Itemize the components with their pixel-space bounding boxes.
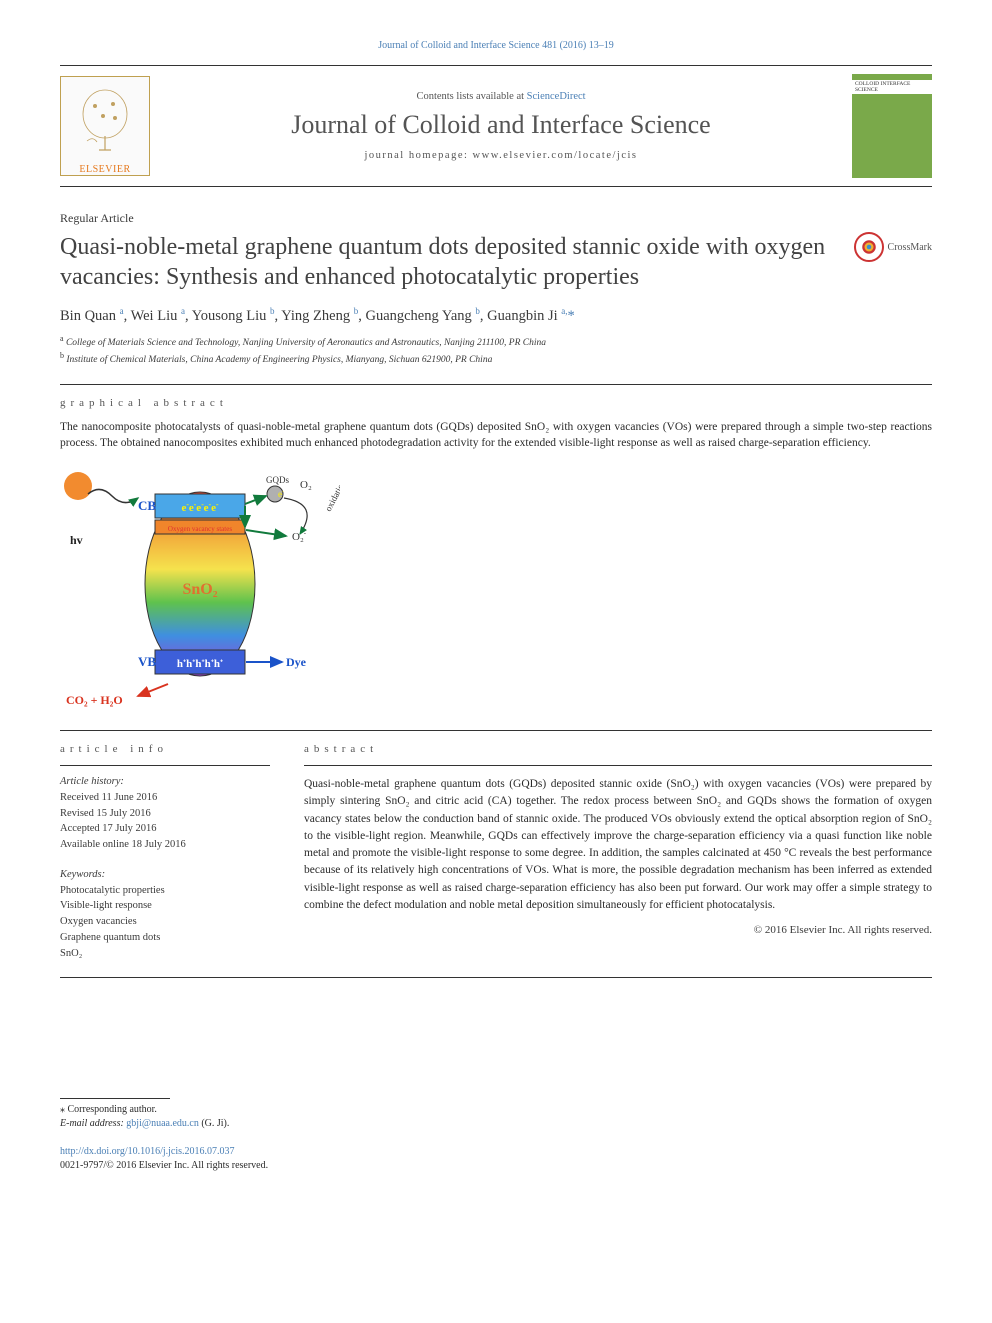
contents-line: Contents lists available at ScienceDirec…	[164, 91, 838, 102]
crossmark-label: CrossMark	[888, 242, 932, 253]
keywords-label: Keywords:	[60, 867, 270, 883]
corresponding-author: ⁎ Corresponding author.	[60, 1103, 932, 1117]
article-title: Quasi-noble-metal graphene quantum dots …	[60, 232, 840, 292]
article-info: Article history: Received 11 June 2016Re…	[60, 774, 270, 961]
svg-text:CO₂ + H₂O: CO₂ + H₂O	[66, 693, 123, 707]
divider	[304, 765, 932, 766]
svg-text:GQDs: GQDs	[266, 475, 289, 485]
homepage-line: journal homepage: www.elsevier.com/locat…	[164, 150, 838, 161]
keyword-item: Visible-light response	[60, 898, 270, 914]
article-type: Regular Article	[60, 211, 932, 226]
journal-cover-thumbnail: COLLOID INTERFACE SCIENCE	[852, 74, 932, 178]
svg-text:CB: CB	[138, 498, 156, 513]
email-link[interactable]: gbji@nuaa.edu.cn	[126, 1118, 199, 1129]
svg-text:O₂: O₂	[300, 479, 312, 491]
issn-line: 0021-9797/© 2016 Elsevier Inc. All right…	[60, 1159, 932, 1173]
svg-text:VB: VB	[138, 654, 156, 669]
crossmark-badge[interactable]: CrossMark	[854, 232, 932, 262]
divider	[60, 765, 270, 766]
keyword-item: Oxygen vacancies	[60, 914, 270, 930]
history-item: Received 11 June 2016	[60, 790, 270, 806]
history-label: Article history:	[60, 774, 270, 790]
ga-caption: The nanocomposite photocatalysts of quas…	[60, 419, 932, 452]
svg-text:SnO₂: SnO₂	[182, 581, 217, 598]
divider	[60, 730, 932, 731]
history-item: Available online 18 July 2016	[60, 837, 270, 853]
sciencedirect-link[interactable]: ScienceDirect	[527, 91, 586, 102]
email-line: E-mail address: gbji@nuaa.edu.cn (G. Ji)…	[60, 1117, 932, 1131]
divider	[60, 384, 932, 385]
history-item: Revised 15 July 2016	[60, 806, 270, 822]
abstract-label: abstract	[304, 743, 932, 755]
divider	[60, 977, 932, 978]
abstract-text: Quasi-noble-metal graphene quantum dots …	[304, 776, 932, 914]
svg-text:O₂⁻: O₂⁻	[292, 531, 307, 543]
svg-text:Oxygen vacancy states: Oxygen vacancy states	[168, 525, 232, 533]
history-item: Accepted 17 July 2016	[60, 821, 270, 837]
svg-text:e⁻e⁻e⁻e⁻e⁻: e⁻e⁻e⁻e⁻e⁻	[182, 502, 219, 514]
elsevier-tree-icon	[75, 77, 135, 164]
ga-figure: hv SnO₂ CB e⁻e⁻e⁻e⁻e⁻ Oxygen vacancy states V…	[60, 464, 340, 714]
homepage-url[interactable]: www.elsevier.com/locate/jcis	[473, 150, 638, 161]
elsevier-logo: ELSEVIER	[60, 76, 150, 176]
svg-text:oxidation: oxidation	[323, 478, 340, 513]
svg-text:hv: hv	[70, 533, 83, 547]
journal-name: Journal of Colloid and Interface Science	[164, 110, 838, 140]
header-center: Contents lists available at ScienceDirec…	[164, 91, 838, 161]
cover-label: COLLOID INTERFACE SCIENCE	[852, 80, 932, 94]
svg-text:h⁺h⁺h⁺h⁺h⁺: h⁺h⁺h⁺h⁺h⁺	[177, 658, 223, 670]
svg-text:Dye: Dye	[286, 655, 307, 669]
footnote-rule	[60, 1098, 170, 1099]
top-journal-ref[interactable]: Journal of Colloid and Interface Science…	[60, 40, 932, 51]
footer: ⁎ Corresponding author. E-mail address: …	[60, 1098, 932, 1173]
contents-prefix: Contents lists available at	[416, 91, 526, 102]
keyword-item: Photocatalytic properties	[60, 883, 270, 899]
crossmark-icon	[854, 232, 884, 262]
journal-header: ELSEVIER Contents lists available at Sci…	[60, 65, 932, 187]
affiliations: a College of Materials Science and Techn…	[60, 333, 932, 368]
authors-list: Bin Quan a, Wei Liu a, Yousong Liu b, Yi…	[60, 306, 932, 325]
svg-text:e⁻: e⁻	[278, 489, 284, 499]
doi-link[interactable]: http://dx.doi.org/10.1016/j.jcis.2016.07…	[60, 1146, 235, 1157]
elsevier-label: ELSEVIER	[79, 164, 130, 175]
keyword-item: SnO₂	[60, 946, 270, 962]
abstract-copyright: © 2016 Elsevier Inc. All rights reserved…	[304, 924, 932, 936]
article-info-label: article info	[60, 743, 270, 755]
ga-section-label: graphical abstract	[60, 397, 932, 409]
keyword-item: Graphene quantum dots	[60, 930, 270, 946]
